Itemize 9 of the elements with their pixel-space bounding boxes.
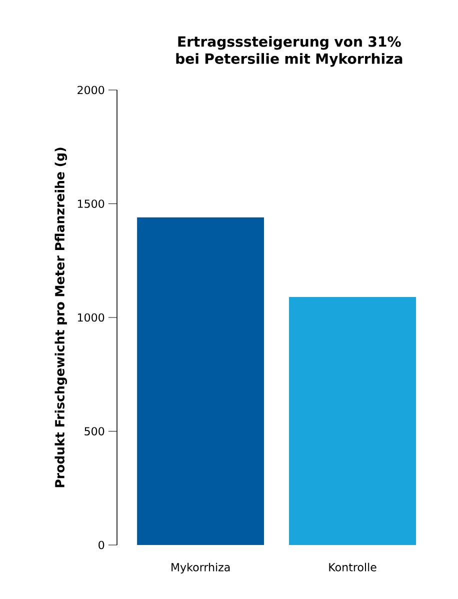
y-tick-label: 0	[98, 540, 104, 550]
x-tick-label: Kontrolle	[329, 562, 376, 572]
x-tick-label: Mykorrhiza	[172, 562, 230, 574]
y-axis-title: Produkt Frischgewicht pro Meter Pflanzreihe (g)	[54, 148, 68, 488]
y-tick-label: 2000	[78, 86, 104, 94]
chart-title: Ertragsssteigerung von 31% bei Petersilie mit Mykorrhiza	[176, 36, 402, 67]
y-tick-label: 500	[84, 427, 104, 436]
y-tick-label: 1500	[78, 200, 104, 208]
y-tick-label: 1000	[78, 313, 104, 322]
